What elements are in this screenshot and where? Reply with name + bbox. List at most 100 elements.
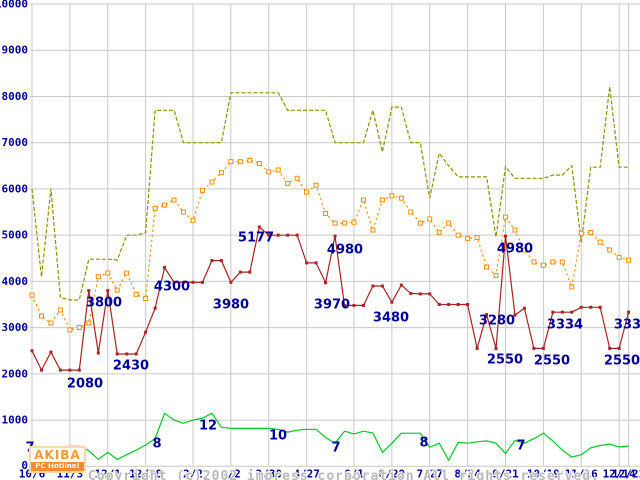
x-axis-tick-label: 8/24	[454, 468, 481, 480]
lower-solid-red-line-marker	[504, 234, 507, 238]
middle-dashed-orange-line-marker	[171, 197, 177, 203]
price-value-label: 4980	[327, 243, 363, 258]
price-value-label: 3970	[314, 298, 350, 313]
y-axis-tick-label: 8000	[2, 90, 29, 103]
middle-dashed-orange-line-marker	[323, 210, 329, 216]
x-axis-tick-label: 6/1	[344, 468, 364, 480]
lower-solid-red-line-marker	[238, 270, 242, 274]
middle-dashed-orange-line-marker	[199, 187, 205, 193]
x-axis-tick-label: 12/1	[95, 468, 122, 480]
x-axis-tick-label: 12/28	[129, 468, 162, 480]
lower-solid-red-line-marker	[541, 346, 545, 350]
middle-dashed-orange-line-marker	[256, 160, 262, 166]
middle-dashed-orange-line-marker	[360, 197, 366, 203]
lower-solid-red-line-marker	[333, 234, 337, 238]
copyright-line-1: Copyright (c)2002 impress corporation Al…	[88, 469, 600, 480]
lower-solid-red-line-marker	[30, 349, 34, 353]
x-axis-tick-label: 6/29	[379, 468, 406, 480]
shop-count-label: 12	[199, 419, 217, 434]
middle-dashed-orange-line-marker	[521, 247, 527, 253]
middle-dashed-orange-line-marker	[67, 327, 73, 333]
lower-solid-red-line-marker	[87, 289, 91, 293]
lower-solid-red-line-marker	[589, 305, 593, 309]
lower-solid-red-line-marker	[39, 368, 43, 372]
middle-dashed-orange-line-marker	[313, 182, 319, 188]
bottom-solid-green-line	[31, 412, 629, 462]
shop-count-label: 8	[419, 436, 428, 451]
middle-dashed-orange-line-marker	[48, 320, 54, 326]
middle-dashed-orange-line-marker	[209, 179, 215, 185]
y-axis-tick-label: 6000	[2, 182, 29, 195]
lower-solid-red-line-marker	[485, 313, 489, 317]
middle-dashed-orange-line-marker	[228, 159, 234, 165]
lower-solid-red-line-marker	[134, 352, 138, 356]
lower-solid-red-line-marker	[172, 280, 176, 284]
lower-solid-red-line-marker	[551, 310, 555, 314]
middle-dashed-orange-line-marker	[237, 159, 243, 165]
lower-solid-red-line-marker	[560, 310, 564, 314]
middle-dashed-orange-line-marker	[29, 292, 35, 298]
y-axis-tick-label: 2000	[2, 367, 29, 380]
middle-dashed-orange-line-marker	[38, 313, 44, 319]
lower-solid-red-line-marker	[380, 284, 384, 288]
price-value-label: 2550	[534, 354, 570, 369]
middle-dashed-orange-line-marker	[86, 320, 92, 326]
middle-dashed-orange-line-marker	[247, 157, 253, 163]
akiba-logo-subtext: PC Hotline!	[31, 462, 84, 471]
shop-count-label: 7	[516, 439, 525, 454]
middle-dashed-orange-line-marker	[370, 227, 376, 233]
middle-dashed-orange-line-marker	[152, 205, 158, 211]
lower-solid-red-line-marker	[267, 233, 271, 237]
price-value-label: 2080	[67, 377, 103, 392]
middle-dashed-orange-line-marker	[351, 219, 357, 225]
middle-dashed-orange-line-marker	[76, 325, 82, 331]
middle-dashed-orange-line-marker	[455, 232, 461, 238]
price-value-label: 2550	[487, 353, 523, 368]
lower-solid-red-line-marker	[579, 305, 583, 309]
lower-solid-red-line-marker	[210, 259, 214, 263]
x-axis-tick-label: 3/2	[221, 468, 241, 480]
lower-solid-red-line-marker	[324, 281, 328, 285]
lower-solid-red-line-marker	[286, 233, 290, 237]
middle-dashed-orange-line-marker	[190, 217, 196, 223]
lower-solid-red-line-marker	[125, 352, 129, 356]
middle-dashed-orange-line-marker	[398, 195, 404, 201]
middle-dashed-orange-line-marker	[294, 175, 300, 181]
middle-dashed-orange-line-marker	[114, 287, 120, 293]
middle-dashed-orange-line-marker	[616, 254, 622, 260]
lower-solid-red-line-marker	[77, 368, 81, 372]
shop-count-label: 8	[152, 437, 161, 452]
middle-dashed-orange-line-marker	[512, 227, 518, 233]
middle-dashed-orange-line-marker	[389, 193, 395, 199]
lower-solid-red-line-marker	[163, 266, 167, 270]
middle-dashed-orange-line-marker	[332, 220, 338, 226]
lower-solid-red-line-marker	[96, 351, 100, 355]
akiba-pc-hotline-logo: AKIBA PC Hotline!	[29, 446, 86, 473]
lower-solid-red-line-marker	[144, 330, 148, 334]
upper-dashed-olive-line	[31, 86, 629, 301]
middle-dashed-orange-line-marker	[465, 235, 471, 241]
middle-dashed-orange-line-marker	[379, 197, 385, 203]
lower-solid-red-line-marker	[418, 292, 422, 296]
middle-dashed-orange-line-marker	[162, 202, 168, 208]
y-axis-tick-label: 4000	[2, 275, 29, 288]
middle-dashed-orange-line-marker	[436, 229, 442, 235]
y-axis-tick-label: 3000	[2, 321, 29, 334]
lower-solid-red-line-marker	[49, 350, 53, 354]
middle-dashed-orange-line-marker	[578, 230, 584, 236]
lower-solid-red-line-marker	[399, 283, 403, 287]
lower-solid-red-line-marker	[617, 346, 621, 350]
akiba-logo-text: AKIBA	[34, 448, 81, 462]
middle-dashed-orange-line-marker	[342, 220, 348, 226]
middle-dashed-orange-line-marker	[266, 169, 272, 175]
x-axis-tick-label: 10/19	[527, 468, 560, 480]
middle-dashed-orange-line-marker	[626, 257, 632, 263]
lower-solid-red-line-marker	[371, 284, 375, 288]
lower-solid-red-line-marker	[257, 225, 261, 229]
y-axis-tick-label: 10000	[0, 0, 28, 11]
lower-solid-red-line-marker	[522, 306, 526, 310]
lower-solid-red-line-marker	[532, 346, 536, 350]
y-axis-tick-label: 5000	[2, 229, 29, 242]
lower-solid-red-line-marker	[437, 302, 441, 306]
